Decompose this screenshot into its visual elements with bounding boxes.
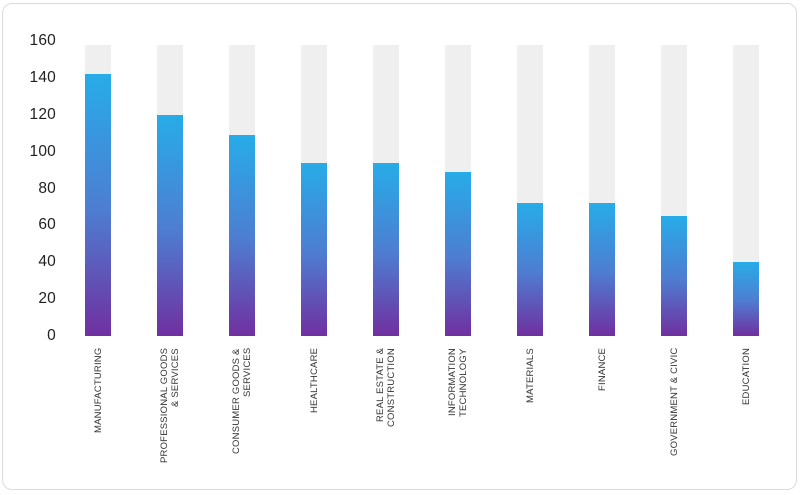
bar-manufacturing [85,74,111,336]
bar-information-technology [445,171,471,336]
x-label-cell: MATERIALS [494,348,566,490]
bar-finance [589,203,615,336]
y-tick-label: 140 [29,68,56,86]
y-tick-label: 40 [38,253,56,271]
bar-slot [710,41,782,336]
x-axis-label: MATERIALS [524,348,536,403]
x-label-cell: PROFESSIONAL GOODS & SERVICES [134,348,206,490]
y-tick-label: 0 [47,326,56,344]
x-label-cell: HEALTHCARE [278,348,350,490]
bar-slot [134,41,206,336]
bar-slot [206,41,278,336]
y-tick-label: 160 [29,31,56,49]
bar-healthcare [301,162,327,336]
x-axis-label: CONSUMER GOODS & SERVICES [231,348,253,454]
x-axis-label: MANUFACTURING [92,348,104,434]
x-axis-label: PROFESSIONAL GOODS & SERVICES [159,348,181,464]
x-label-cell: MANUFACTURING [62,348,134,490]
y-tick-label: 100 [29,142,56,160]
plot-area [62,41,782,336]
x-label-cell: GOVERNMENT & CIVIC [638,348,710,490]
bar-education [733,262,759,336]
bar-government-civic [661,216,687,336]
x-axis-label: HEALTHCARE [308,348,320,414]
y-tick-label: 80 [38,179,56,197]
bar-slot [62,41,134,336]
y-tick-label: 60 [38,216,56,234]
x-axis-label: INFORMATION TECHNOLOGY [447,348,469,417]
x-label-cell: CONSUMER GOODS & SERVICES [206,348,278,490]
x-axis-label: GOVERNMENT & CIVIC [668,348,680,457]
bar-slot [350,41,422,336]
y-tick-label: 120 [29,105,56,123]
x-axis-label: REAL ESTATE & CONSTRUCTION [375,348,397,427]
y-tick-label: 20 [38,289,56,307]
bar-slot [494,41,566,336]
bar-slot [422,41,494,336]
x-label-cell: INFORMATION TECHNOLOGY [422,348,494,490]
x-label-cell: REAL ESTATE & CONSTRUCTION [350,348,422,490]
bar-materials [517,203,543,336]
bar-slot [278,41,350,336]
x-axis-label: FINANCE [596,348,608,392]
x-axis-label: EDUCATION [740,348,752,406]
y-axis: 0 20 40 60 80 100 120 140 160 [0,32,58,344]
x-axis-labels: MANUFACTURING PROFESSIONAL GOODS & SERVIC… [62,348,782,490]
bar-professional-goods-services [157,114,183,336]
x-label-cell: FINANCE [566,348,638,490]
x-label-cell: EDUCATION [710,348,782,490]
bar-consumer-goods-services [229,135,255,336]
bar-real-estate-construction [373,162,399,336]
bar-slot [638,41,710,336]
bar-slot [566,41,638,336]
